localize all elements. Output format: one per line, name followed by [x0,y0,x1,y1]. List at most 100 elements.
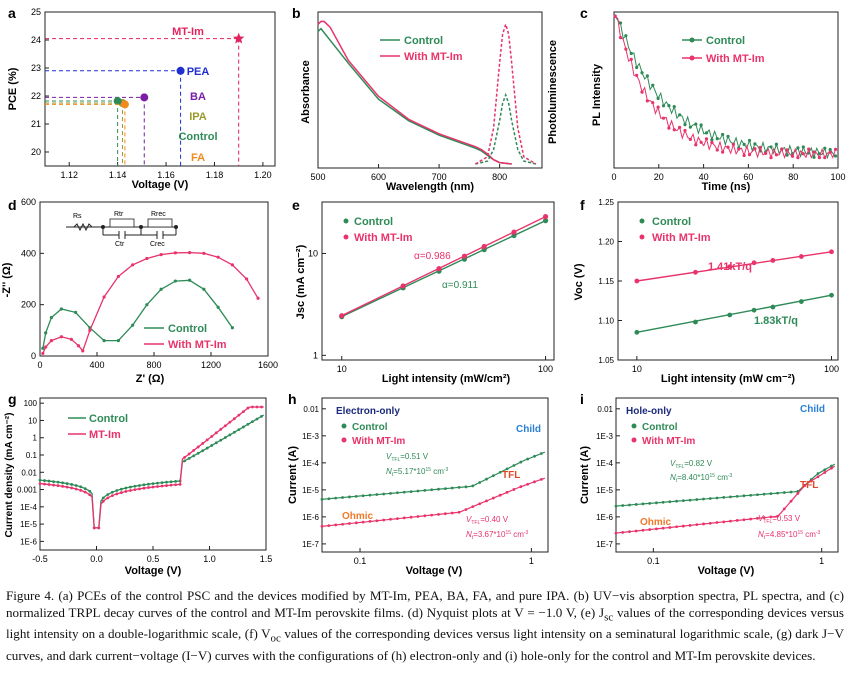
g-point [214,441,218,445]
g-point [142,486,146,490]
panel-label-g: g [8,391,17,407]
i-point [688,498,692,502]
d-xlabel: Z' (Ω) [136,373,165,385]
g-point [205,438,209,442]
f-xtick-label: 100 [824,364,839,374]
c-point [667,126,671,130]
f-point [751,260,757,266]
c-point [699,123,703,127]
h-point [498,493,502,497]
i-ohmic: Ohmic [640,517,672,528]
h-point [348,495,351,499]
i-point [661,500,665,504]
g-point [242,410,245,414]
e-point [400,283,406,289]
h-point [396,517,399,521]
c-point [823,156,827,160]
c-point [774,142,779,146]
d-point [116,274,120,279]
h-point [457,510,461,514]
a-xtick-label: 1.18 [206,170,224,180]
i-point [776,514,780,518]
i-ann-control: VTFL=0.82 V Nt=8.40*1015 cm-3 [670,459,733,484]
panel-i: i 0.1 1 1E-7 1E-6 1E-5 1E-4 1E-3 0.01 Voltage (… [579,391,839,577]
g-point [61,481,64,485]
g-point [38,478,42,482]
g-point [174,483,178,487]
d-point [145,256,149,261]
c-point [629,51,633,56]
c-point [801,145,805,149]
h-point [361,520,365,524]
c-point [672,105,676,109]
d-ytick-label: 200 [21,300,36,310]
b-series-pl [475,21,537,165]
h-legend-control: Control [352,422,388,433]
a-xtick-label: 1.14 [109,170,127,180]
g-legend-mt: MT-Im [89,429,121,441]
c-point [726,145,730,149]
g-legend-control: Control [89,413,128,425]
h-child: Child [516,424,541,435]
a-ylabel: PCE (%) [7,67,19,110]
g-point [74,487,78,491]
g-point [192,454,196,458]
g-point [223,424,227,428]
g-point [196,445,200,449]
c-point [721,132,725,137]
caption-part-2: values of the corresponding devices vers… [6,604,844,642]
c-point [758,145,762,150]
panel-label-f: f [580,197,585,213]
b-series-absorbance [317,27,512,165]
g-point [187,452,191,456]
c-legend-mt-marker [689,55,695,61]
c-xtick-label: 20 [654,172,664,182]
g-point [101,499,105,503]
i-point [789,499,793,503]
d-series-line [42,251,259,354]
i-point [655,501,658,505]
h-ytick-label: 1E-6 [302,513,319,522]
c-point [656,96,660,100]
c-xtick-label: 60 [743,172,753,182]
a-xlabel: Voltage (V) [132,179,189,191]
g-xtick-label: 1.5 [260,554,273,564]
c-ylabel: PL Intensity [591,63,603,126]
plot-frame-i [615,397,839,553]
a-ytick-label: 22 [31,91,41,101]
e-series [339,214,549,320]
h-point [512,488,516,491]
c-point [704,137,709,141]
d-point [216,305,220,309]
g-point [52,483,55,487]
i-point [668,500,672,504]
c-point [672,128,676,132]
g-point [124,490,128,493]
h-point [478,481,482,484]
b-legend-control: Control [404,35,443,47]
panel-label-i: i [580,391,584,407]
d-xtick-label: 800 [146,360,161,370]
d-series-line [42,279,233,349]
a-ytick-label: 20 [31,147,41,157]
c-point [769,156,773,160]
c-point [790,154,795,158]
b-series [317,20,537,165]
i-point [742,494,746,498]
svg-text:VTFL=0.51 V: VTFL=0.51 V [386,452,429,463]
d-point [202,251,206,255]
d-ytick-label: 400 [21,248,36,258]
f-point [634,329,640,335]
h-ytick-label: 1E-5 [302,486,319,495]
g-point [165,484,168,487]
a-data-points [45,32,245,166]
g-axis-ticks: -0.5 0.0 0.5 1.0 1.5 1E-6 1E-5 1E-4 0.001 0.01 0.1… [17,399,272,564]
h-point [348,522,351,525]
g-point [147,482,150,486]
c-point [624,47,628,51]
g-point [255,405,259,409]
c-point [753,147,757,151]
c-point [710,138,714,142]
i-point [702,497,705,501]
c-point [785,148,789,152]
